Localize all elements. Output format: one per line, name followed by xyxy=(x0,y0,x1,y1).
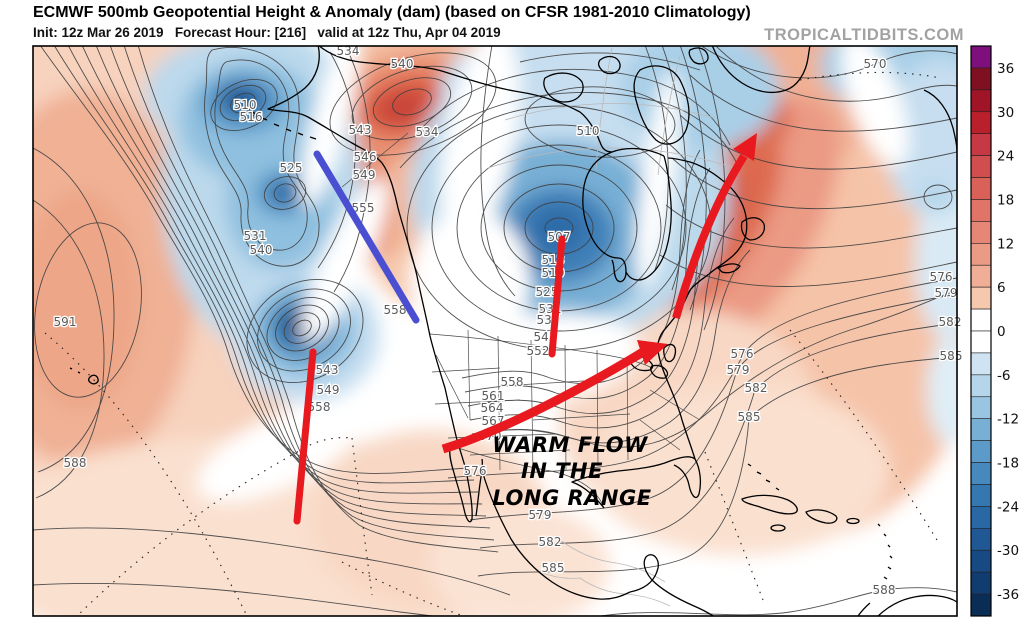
colorbar-segment xyxy=(970,67,992,91)
colorbar-tick-label: 6 xyxy=(997,280,1006,296)
colorbar-segment xyxy=(970,418,992,441)
colorbar-tick-label: 12 xyxy=(997,236,1014,252)
red-trough-line-west xyxy=(293,348,317,525)
colorbar-segment xyxy=(970,286,992,310)
colorbar-segment xyxy=(970,330,992,354)
colorbar-tick-label: 30 xyxy=(997,105,1014,121)
colorbar-segment xyxy=(970,199,992,222)
colorbar-tick-label: 0 xyxy=(997,324,1006,340)
contour-label: 570 xyxy=(864,57,887,71)
contour-label: 534 xyxy=(337,44,360,58)
contour-label: 540 xyxy=(250,243,273,257)
contour-label: 591 xyxy=(54,315,77,329)
warm-flow-arrow-east xyxy=(441,340,668,454)
anomaly-shading xyxy=(33,46,957,616)
annotation-text-line1: WARM FLOW xyxy=(492,433,648,457)
contour-label: 534 xyxy=(416,125,439,139)
blue-trough-line xyxy=(313,150,420,324)
coastlines xyxy=(69,46,957,616)
contour-label: 555 xyxy=(352,201,375,215)
contour-label: 558 xyxy=(501,375,524,389)
colorbar-segment xyxy=(970,528,992,551)
contour-label: 549 xyxy=(317,383,340,397)
colorbar-segment xyxy=(970,45,992,69)
contour-label: 588 xyxy=(873,583,896,597)
contour-label: 579 xyxy=(529,508,552,522)
contour-label: 588 xyxy=(64,456,87,470)
contour-label: 516 xyxy=(240,110,263,124)
colorbar-segment xyxy=(970,374,992,398)
init-forecast-line: Init: 12z Mar 26 2019 Forecast Hour: [21… xyxy=(33,25,501,40)
colorbar-segment xyxy=(970,484,992,507)
colorbar-segment xyxy=(970,549,992,573)
colorbar-tick-label: -24 xyxy=(997,499,1019,515)
contour-label: 558 xyxy=(308,400,331,414)
colorbar-segment xyxy=(970,462,992,485)
graticule-dotted xyxy=(44,71,941,616)
contour-label: 579 xyxy=(935,286,958,300)
contour-label: 525 xyxy=(280,161,303,175)
contour-label: 576 xyxy=(464,464,487,478)
contour-label: 543 xyxy=(349,123,372,137)
contour-label: 579 xyxy=(727,363,750,377)
contour-label: 540 xyxy=(391,57,414,71)
contour-label: 585 xyxy=(542,561,565,575)
contour-label: 543 xyxy=(316,363,339,377)
contour-label: 549 xyxy=(353,168,376,182)
colorbar-segment xyxy=(970,89,992,113)
colorbar-frame xyxy=(970,45,992,617)
contour-label: 558 xyxy=(384,303,407,317)
contour-label: 552 xyxy=(527,344,550,358)
colorbar-tick-label: -6 xyxy=(997,368,1010,384)
colorbar-segment xyxy=(970,243,992,266)
colorbar-tick-label: 18 xyxy=(997,192,1014,208)
colorbar-segment xyxy=(970,396,992,419)
colorbar-segment xyxy=(970,133,992,156)
colorbar-tick-label: 36 xyxy=(997,61,1014,77)
contour-label: 510 xyxy=(577,124,600,138)
contour-label: 585 xyxy=(738,410,761,424)
contour-label: 582 xyxy=(939,315,962,329)
colorbar-segment xyxy=(970,571,992,595)
annotation-text-line2: IN THE xyxy=(521,459,603,483)
annotation-text-line3: LONG RANGE xyxy=(492,486,651,510)
state-borders xyxy=(341,132,701,509)
colorbar-tick-label: -36 xyxy=(997,587,1019,603)
contour-label: 525 xyxy=(536,285,559,299)
contour-label: 582 xyxy=(539,535,562,549)
height-contours xyxy=(33,46,957,616)
anomaly-colorbar: 36 30 24 18 12 6 0 -6 -12 -18 -24 -30 -36 xyxy=(970,45,1019,617)
colorbar-segment xyxy=(970,221,992,244)
red-trough-line-mid xyxy=(548,235,566,358)
colorbar-tick-label: -18 xyxy=(997,456,1019,472)
colorbar-segment xyxy=(970,155,992,178)
contour-label: 531 xyxy=(244,229,267,243)
contour-label: 564 xyxy=(481,401,504,415)
colorbar-tick-label: 24 xyxy=(997,149,1014,165)
colorbar-segment xyxy=(970,352,992,376)
colorbar-tick-label: -30 xyxy=(997,543,1019,559)
warm-flow-arrow-northeast xyxy=(672,133,757,320)
colorbar-segment xyxy=(970,440,992,463)
contour-label: 585 xyxy=(940,349,963,363)
watermark-tropicaltidbits: TROPICALTIDBITS.COM xyxy=(764,26,964,44)
colorbar-segment xyxy=(970,593,992,617)
page-title: ECMWF 500mb Geopotential Height & Anomal… xyxy=(33,4,751,21)
colorbar-segment xyxy=(970,264,992,288)
colorbar-segment xyxy=(970,308,992,332)
contour-label: 561 xyxy=(482,389,505,403)
map-border xyxy=(32,45,958,617)
colorbar-segment xyxy=(970,111,992,134)
colorbar-segment xyxy=(970,177,992,200)
contour-label: 546 xyxy=(354,150,377,164)
contour-label: 576 xyxy=(930,270,953,284)
annotation-layer: WARM FLOW IN THE LONG RANGE xyxy=(293,133,757,525)
contour-label: 576 xyxy=(731,347,754,361)
colorbar-segment xyxy=(970,506,992,529)
contour-label: 582 xyxy=(745,381,768,395)
colorbar-tick-label: -12 xyxy=(997,412,1019,428)
contour-label: 510 xyxy=(234,98,257,112)
